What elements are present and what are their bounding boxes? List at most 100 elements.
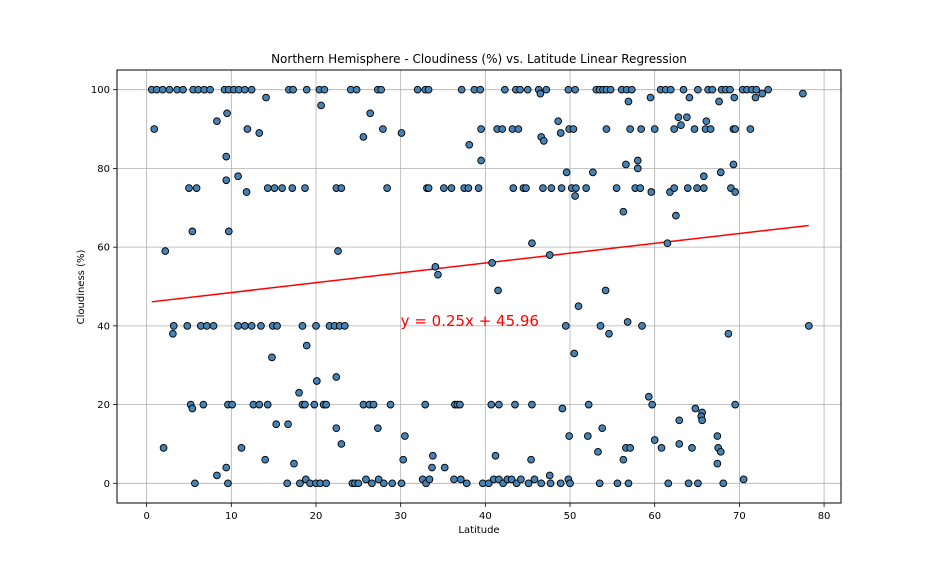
data-point [241, 85, 249, 94]
data-point [524, 479, 533, 488]
data-point [247, 322, 256, 330]
data-point [456, 400, 464, 409]
data-point [487, 400, 496, 409]
x-tick-label: 60 [648, 511, 661, 522]
data-point [684, 479, 693, 488]
data-point [213, 117, 221, 126]
data-point [495, 400, 503, 409]
data-point [730, 93, 739, 102]
y-tick-label: 60 [97, 243, 110, 254]
data-point [298, 322, 307, 330]
data-point [716, 168, 725, 177]
data-point [636, 184, 645, 192]
data-point [663, 239, 672, 248]
data-point [262, 93, 270, 102]
data-point [589, 168, 597, 177]
data-point [462, 479, 471, 488]
data-point [247, 85, 256, 94]
data-point [322, 479, 331, 488]
data-point [595, 479, 604, 488]
data-point [719, 479, 728, 488]
data-point [514, 125, 523, 133]
data-point [488, 259, 496, 267]
data-point [222, 463, 231, 472]
data-point [332, 424, 341, 433]
x-tick-label: 50 [564, 511, 577, 522]
data-point [606, 85, 615, 94]
y-tick-label: 80 [97, 164, 110, 175]
data-point [373, 424, 382, 433]
data-point [545, 251, 554, 259]
data-point [523, 85, 532, 94]
data-point [539, 137, 548, 145]
data-point [185, 184, 193, 192]
x-tick-label: 0 [143, 511, 149, 522]
data-point [694, 85, 702, 94]
data-point [296, 479, 304, 488]
data-point [698, 416, 706, 425]
data-point [397, 479, 406, 488]
data-point [491, 451, 500, 460]
data-point [758, 89, 767, 98]
data-point [626, 444, 635, 452]
data-point [369, 400, 378, 409]
data-point [206, 85, 214, 94]
data-point [199, 400, 208, 409]
data-point [547, 184, 556, 192]
data-point [500, 85, 509, 94]
data-point [337, 184, 346, 192]
data-point [288, 184, 297, 192]
x-tick-label: 20 [310, 511, 323, 522]
data-point [731, 400, 740, 409]
data-point [477, 156, 485, 165]
data-point [596, 322, 605, 330]
data-point [670, 184, 679, 192]
data-point [558, 404, 567, 413]
data-point [237, 444, 246, 452]
data-point [379, 125, 387, 133]
data-point [650, 436, 659, 444]
data-point [556, 129, 565, 137]
data-point [764, 85, 773, 94]
data-point [664, 479, 673, 488]
data-point [675, 416, 684, 425]
data-point [530, 475, 539, 484]
data-point [528, 400, 536, 409]
data-point [672, 211, 680, 220]
data-point [633, 164, 642, 173]
data-point [295, 388, 303, 397]
data-point [255, 400, 264, 409]
data-point [150, 125, 159, 133]
data-point [713, 432, 722, 440]
data-point [337, 440, 346, 448]
x-axis-label: Latitude [458, 525, 499, 536]
data-point [169, 329, 177, 338]
y-axis-label: Cloudiness (%) [76, 250, 87, 325]
data-point [584, 400, 593, 409]
data-point [213, 471, 221, 480]
data-point [539, 184, 547, 192]
data-point [158, 85, 167, 94]
y-tick-label: 40 [97, 321, 110, 332]
y-tick-label: 0 [104, 479, 110, 490]
data-point [583, 432, 592, 440]
data-point [474, 184, 483, 192]
data-point [594, 447, 602, 456]
data-point [284, 420, 292, 429]
data-point [746, 125, 755, 133]
y-tick-label: 100 [91, 85, 110, 96]
data-point [424, 85, 433, 94]
data-point [302, 341, 311, 350]
data-point [368, 479, 376, 488]
data-point [447, 184, 456, 192]
data-point [388, 479, 397, 488]
data-point [477, 125, 485, 133]
data-point [572, 184, 580, 192]
data-point [188, 227, 197, 236]
data-point [289, 85, 297, 94]
data-point [507, 475, 516, 484]
data-point [476, 85, 485, 94]
data-point [657, 444, 666, 452]
data-point [693, 184, 701, 192]
